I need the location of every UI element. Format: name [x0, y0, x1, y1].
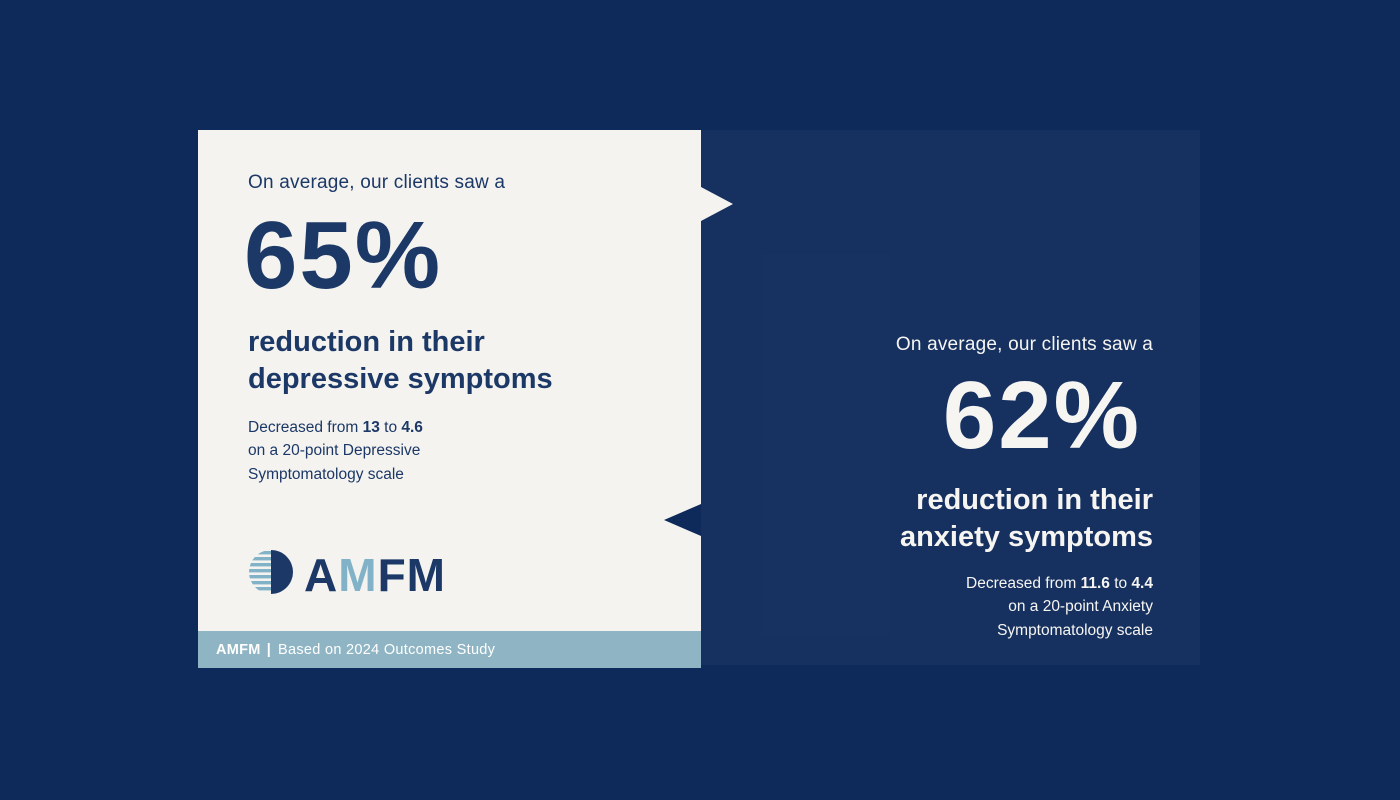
- depression-headline-line1: reduction in their: [248, 326, 485, 358]
- footer-study-note: Based on 2024 Outcomes Study: [278, 641, 496, 658]
- anxiety-headline: reduction in their anxiety symptoms: [713, 482, 1153, 556]
- depression-detail-line2: on a 20-point Depressive: [248, 442, 421, 460]
- anxiety-headline-line1: reduction in their: [916, 484, 1153, 516]
- depression-headline: reduction in their depressive symptoms: [248, 324, 665, 398]
- depression-detail-mid: to: [379, 419, 402, 437]
- footer-divider: |: [266, 641, 272, 658]
- depression-intro-text: On average, our clients saw a: [248, 172, 506, 193]
- anxiety-detail-mid: to: [1109, 575, 1132, 593]
- card-footer-bar: AMFM | Based on 2024 Outcomes Study: [198, 631, 701, 668]
- amfm-logo-wordmark: AMFM: [304, 552, 446, 598]
- footer-brand: AMFM: [216, 641, 261, 658]
- anxiety-intro-text: On average, our clients saw a: [895, 334, 1153, 355]
- depression-stat-value: 65%: [244, 202, 443, 309]
- anxiety-details: Decreased from 11.6 to 4.4 on a 20-point…: [713, 572, 1153, 642]
- amfm-logo-icon: [248, 549, 294, 600]
- logo-letter-m1: M: [338, 548, 378, 601]
- anxiety-detail-line3: Symptomatology scale: [997, 621, 1153, 639]
- amfm-logo: AMFM: [248, 549, 446, 600]
- logo-letter-a: A: [304, 548, 339, 601]
- anxiety-headline-line2: anxiety symptoms: [899, 521, 1153, 554]
- logo-letter-m2: M: [406, 548, 446, 601]
- depression-details: Decreased from 13 to 4.6 on a 20-point D…: [248, 416, 665, 486]
- depression-card-content: On average, our clients saw a 65% reduct…: [244, 172, 665, 486]
- anxiety-detail-to: 4.4: [1131, 575, 1153, 593]
- anxiety-stat-value: 62%: [942, 362, 1141, 469]
- depression-detail-line3: Symptomatology scale: [248, 465, 404, 483]
- anxiety-detail-prefix: Decreased from: [966, 575, 1081, 593]
- anxiety-detail-from: 11.6: [1080, 575, 1110, 593]
- anxiety-detail-line2: on a 20-point Anxiety: [1008, 598, 1153, 616]
- depression-headline-line2: depressive symptoms: [248, 363, 553, 396]
- speech-tail-out: [701, 187, 733, 221]
- anxiety-stat-block: On average, our clients saw a 62% reduct…: [713, 334, 1153, 642]
- depression-detail-prefix: Decreased from: [248, 419, 363, 437]
- depression-detail-to: 4.6: [401, 419, 423, 437]
- logo-letter-f: F: [377, 548, 407, 601]
- speech-tail-in: [664, 504, 701, 536]
- depression-stat-card: On average, our clients saw a 65% reduct…: [198, 130, 733, 668]
- depression-detail-from: 13: [362, 419, 380, 437]
